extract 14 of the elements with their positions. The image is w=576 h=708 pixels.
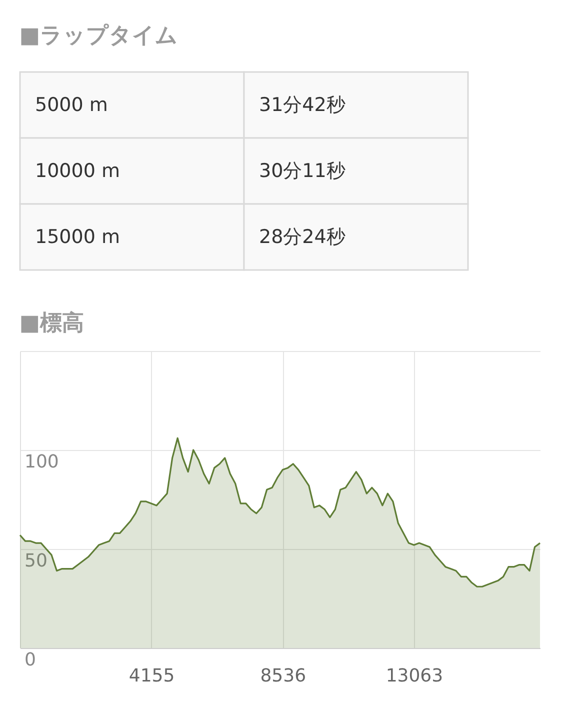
x-tick-label: 8536	[260, 666, 306, 686]
text: 10000 m	[35, 160, 120, 182]
text: 30分11秒	[259, 160, 346, 182]
text: 5000 m	[35, 94, 108, 116]
chart-title: ■標高	[19, 310, 84, 336]
y-tick-label: 100	[24, 452, 59, 472]
text: 15000 m	[35, 226, 120, 248]
x-tick-label: 4155	[128, 666, 175, 686]
text: 28分24秒	[259, 226, 346, 248]
text: ■ラップタイム	[19, 23, 178, 48]
y-tick-label: 50	[24, 550, 48, 572]
text: 31分42秒	[259, 94, 346, 116]
x-tick-label: 13063	[386, 666, 444, 686]
y-tick-label: 0	[24, 650, 36, 670]
